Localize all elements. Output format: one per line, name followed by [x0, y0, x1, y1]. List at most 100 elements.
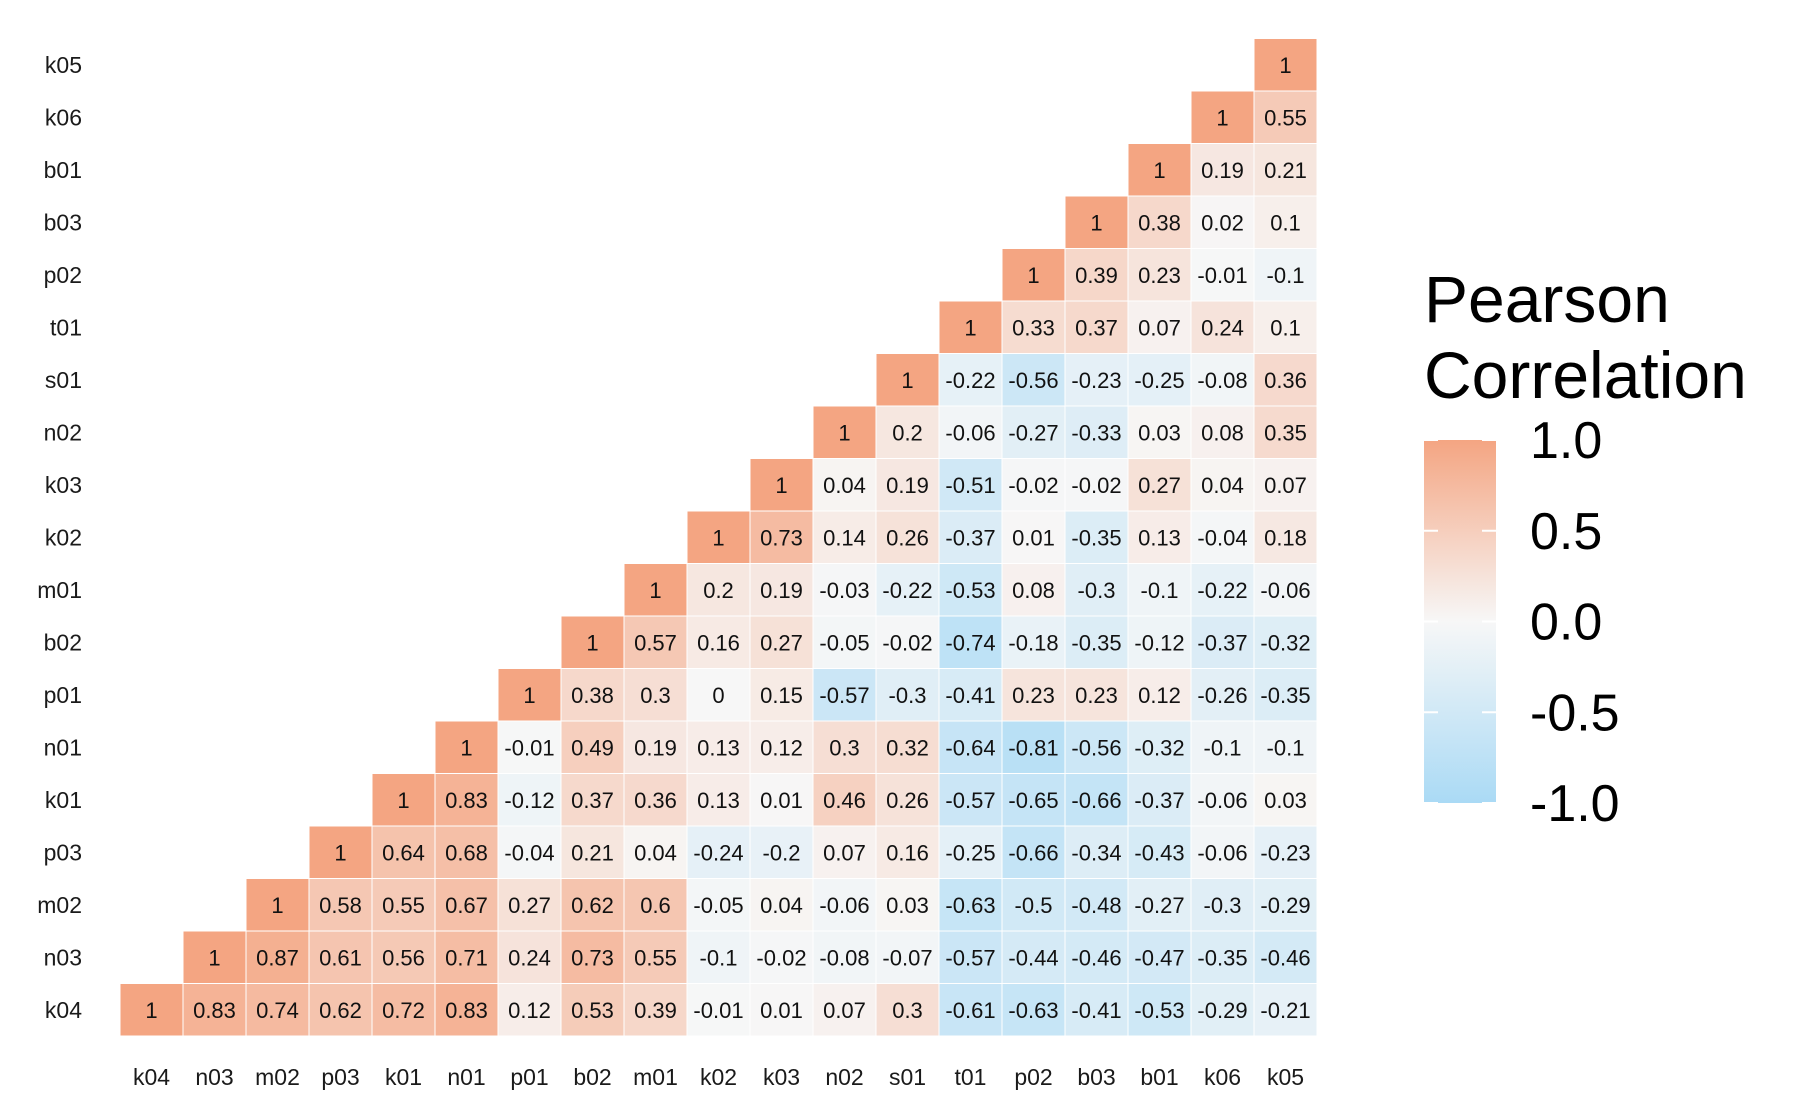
- cell-value-label-b01-b02: -0.12: [1134, 630, 1184, 655]
- cell-value-label-k02-k01: 0.13: [697, 788, 740, 813]
- cell-value-label-k06-k03: 0.04: [1201, 473, 1244, 498]
- x-tick-label-m01: m01: [633, 1064, 678, 1090]
- cell-value-label-p02-k01: -0.65: [1008, 788, 1058, 813]
- cell-value-label-k02-k02: 1: [712, 525, 724, 550]
- heatmap-cell-b01-n01: [1127, 720, 1192, 774]
- x-tick-label-n01: n01: [447, 1064, 485, 1090]
- cell-value-label-p01-n01: -0.01: [504, 735, 554, 760]
- heatmap-cell-k05-k05: [1253, 38, 1318, 92]
- cell-value-label-b01-b03: 0.38: [1138, 210, 1181, 235]
- cell-value-label-k05-k01: 0.03: [1264, 788, 1307, 813]
- heatmap-cell-k02-n03: [686, 930, 751, 984]
- cell-value-label-k05-p02: -0.1: [1267, 263, 1305, 288]
- x-tick-label-m02: m02: [255, 1064, 300, 1090]
- heatmap-cell-t01-p01: [938, 668, 1003, 722]
- cell-value-label-b03-m02: -0.48: [1071, 893, 1121, 918]
- cell-value-label-n02-n02: 1: [838, 420, 850, 445]
- cell-value-label-k02-n03: -0.1: [700, 945, 738, 970]
- heatmap-cell-k05-k01: [1253, 773, 1318, 827]
- cell-value-label-t01-n02: -0.06: [945, 420, 995, 445]
- cell-value-label-n01-m02: 0.67: [445, 893, 488, 918]
- x-tick-label-p01: p01: [510, 1064, 548, 1090]
- cell-value-label-k06-b03: 0.02: [1201, 210, 1244, 235]
- legend-tick-label: -1.0: [1530, 775, 1620, 833]
- heatmap-cell-b01-n03: [1127, 930, 1192, 984]
- cell-value-label-s01-k04: 0.3: [892, 998, 923, 1023]
- cell-value-label-m01-p01: 0.3: [640, 683, 671, 708]
- x-tick-label-k04: k04: [133, 1064, 170, 1090]
- cell-value-label-b01-k03: 0.27: [1138, 473, 1181, 498]
- cell-value-label-b03-n02: -0.33: [1071, 420, 1121, 445]
- cell-value-label-k03-p01: 0.15: [760, 683, 803, 708]
- cell-value-label-k02-k04: -0.01: [693, 998, 743, 1023]
- cell-value-label-s01-s01: 1: [901, 368, 913, 393]
- cell-value-label-s01-p03: 0.16: [886, 840, 929, 865]
- cell-value-label-m02-n03: 0.87: [256, 945, 299, 970]
- heatmap-cell-k01-n03: [371, 930, 436, 984]
- x-tick-label-b03: b03: [1077, 1064, 1115, 1090]
- cell-value-label-s01-k03: 0.19: [886, 473, 929, 498]
- cell-value-label-t01-m01: -0.53: [945, 578, 995, 603]
- heatmap-cell-n02-n02: [812, 405, 877, 459]
- heatmap-cell-k03-p03: [749, 825, 814, 879]
- cell-value-label-b02-m02: 0.62: [571, 893, 614, 918]
- cell-value-label-b01-k04: -0.53: [1134, 998, 1184, 1023]
- cell-value-label-m01-b02: 0.57: [634, 630, 677, 655]
- x-axis-tick-labels: k04 n03 m02 p03 k01 n01 p01 b02 m01 k02 k03 n02 s01 t…: [133, 1064, 1304, 1090]
- cell-value-label-k06-k04: -0.29: [1197, 998, 1247, 1023]
- heatmap-cell-t01-n02: [938, 405, 1003, 459]
- cell-value-label-p03-n03: 0.61: [319, 945, 362, 970]
- heatmap-cell-m01-k01: [623, 773, 688, 827]
- heatmap-cell-p02-p03: [1001, 825, 1066, 879]
- cell-value-label-k06-k01: -0.06: [1197, 788, 1247, 813]
- heatmap-cell-t01-p03: [938, 825, 1003, 879]
- cell-value-label-b01-p02: 0.23: [1138, 263, 1181, 288]
- heatmap-cell-k05-b03: [1253, 195, 1318, 249]
- y-tick-label-m01: m01: [37, 577, 82, 603]
- y-tick-label-k06: k06: [45, 104, 82, 130]
- heatmap-cell-p02-m02: [1001, 878, 1066, 932]
- cell-value-label-k02-n01: 0.13: [697, 735, 740, 760]
- cell-value-label-b03-p02: 0.39: [1075, 263, 1118, 288]
- heatmap-cell-p01-p01: [497, 668, 562, 722]
- cell-value-label-n03-k04: 0.83: [193, 998, 236, 1023]
- cell-value-label-p02-t01: 0.33: [1012, 315, 1055, 340]
- x-tick-label-k01: k01: [385, 1064, 422, 1090]
- heatmap-cell-p02-n01: [1001, 720, 1066, 774]
- heatmap-cell-k03-n03: [749, 930, 814, 984]
- heatmap-cell-n01-m02: [434, 878, 499, 932]
- cell-value-label-s01-n03: -0.07: [882, 945, 932, 970]
- cell-value-label-k03-m01: 0.19: [760, 578, 803, 603]
- heatmap-cell-k02-b02: [686, 615, 751, 669]
- heatmap-cell-k06-m02: [1190, 878, 1255, 932]
- heatmap-cell-b03-p03: [1064, 825, 1129, 879]
- cell-value-label-p03-k04: 0.62: [319, 998, 362, 1023]
- cell-value-label-k04-k04: 1: [145, 998, 157, 1023]
- cell-value-label-k05-k03: 0.07: [1264, 473, 1307, 498]
- cell-value-label-s01-m02: 0.03: [886, 893, 929, 918]
- cell-value-label-m01-n01: 0.19: [634, 735, 677, 760]
- cell-value-label-k05-k06: 0.55: [1264, 105, 1307, 130]
- cell-value-label-b03-n01: -0.56: [1071, 735, 1121, 760]
- heatmap-cell-t01-m01: [938, 563, 1003, 617]
- cell-value-label-t01-n01: -0.64: [945, 735, 995, 760]
- heatmap-cell-k02-p03: [686, 825, 751, 879]
- y-tick-label-p02: p02: [44, 262, 82, 288]
- heatmap-cell-p02-n03: [1001, 930, 1066, 984]
- heatmap-cell-b03-t01: [1064, 300, 1129, 354]
- heatmap-cell-k03-k03: [749, 458, 814, 512]
- heatmap-cell-p02-p02: [1001, 248, 1066, 302]
- cell-value-label-k03-k02: 0.73: [760, 525, 803, 550]
- y-tick-label-k04: k04: [45, 997, 82, 1023]
- heatmap-cells: [119, 38, 1318, 1037]
- cell-value-label-p02-n02: -0.27: [1008, 420, 1058, 445]
- cell-value-label-t01-k02: -0.37: [945, 525, 995, 550]
- cell-value-label-k05-k02: 0.18: [1264, 525, 1307, 550]
- cell-value-label-k02-m02: -0.05: [693, 893, 743, 918]
- heatmap-cell-b03-k04: [1064, 983, 1129, 1037]
- cell-value-label-n01-n01: 1: [460, 735, 472, 760]
- cell-value-label-s01-k02: 0.26: [886, 525, 929, 550]
- heatmap-cell-b03-n01: [1064, 720, 1129, 774]
- heatmap-cell-k05-p02: [1253, 248, 1318, 302]
- cell-value-label-k06-n03: -0.35: [1197, 945, 1247, 970]
